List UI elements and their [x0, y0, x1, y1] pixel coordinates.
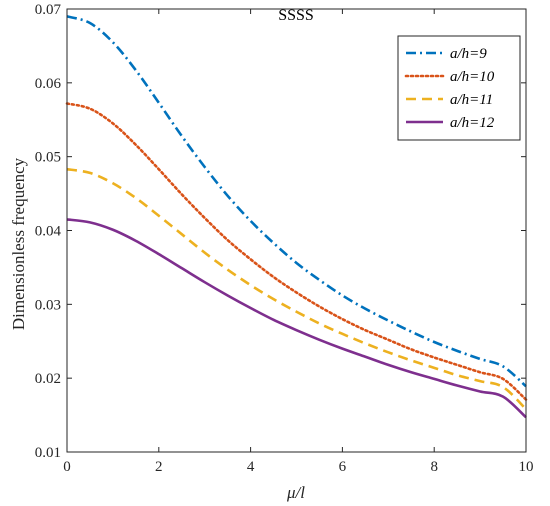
plot-area: [65, 15, 528, 419]
y-tick-label: 0.01: [35, 445, 61, 461]
y-tick-label: 0.04: [35, 224, 62, 240]
x-tick-label: 0: [63, 459, 71, 475]
legend-label-4: a/h=12: [450, 115, 495, 131]
y-axis-label: Dimensionless frequency: [9, 157, 28, 330]
y-tick-label: 0.03: [35, 297, 61, 313]
axes: 0 2 4 6 8 10 0.01 0.02 0.03 0.04 0.05 0.06 0.07: [35, 2, 534, 475]
y-tick-label: 0.06: [35, 76, 62, 92]
legend-label-3: a/h=11: [450, 92, 493, 108]
series-line-4: [66, 218, 527, 419]
y-tick-label: 0.07: [35, 2, 62, 18]
series-line-3: [66, 167, 527, 411]
x-tick-label: 8: [430, 459, 438, 475]
series-line-1: [66, 15, 527, 388]
series-line-2: [65, 102, 528, 401]
y-tick-label: 0.05: [35, 150, 61, 166]
legend: a/h=9 a/h=10 a/h=11 a/h=12: [397, 35, 521, 141]
x-tick-label: 4: [247, 459, 255, 475]
chart-title: SSSS: [278, 7, 314, 24]
x-tick-label: 10: [519, 459, 534, 475]
legend-label-1: a/h=9: [450, 46, 487, 62]
x-axis-label: μ/l: [286, 483, 305, 502]
x-tick-label: 2: [155, 459, 163, 475]
x-tick-label: 6: [339, 459, 347, 475]
y-tick-label: 0.02: [35, 371, 61, 387]
legend-label-2: a/h=10: [450, 69, 495, 85]
